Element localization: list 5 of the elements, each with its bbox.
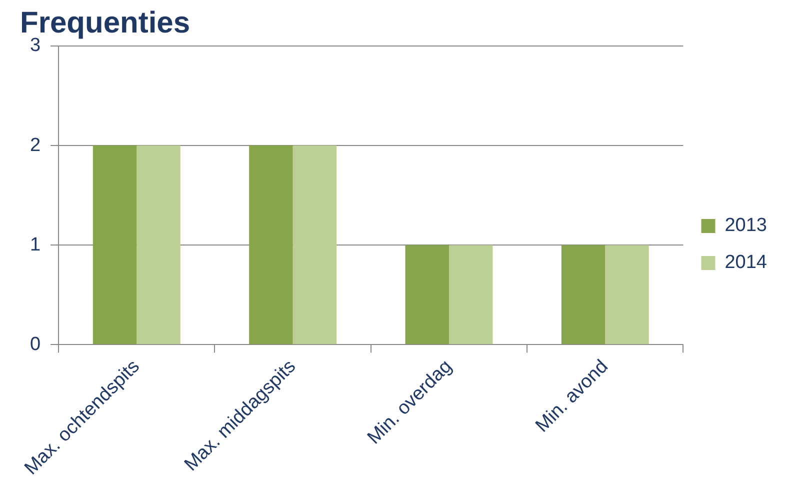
y-tick-label: 0	[30, 334, 41, 355]
y-tick-label: 2	[30, 134, 41, 156]
legend-label: 2014	[724, 252, 768, 274]
legend-label: 2013	[724, 215, 768, 236]
y-tick-label: 1	[30, 234, 41, 256]
